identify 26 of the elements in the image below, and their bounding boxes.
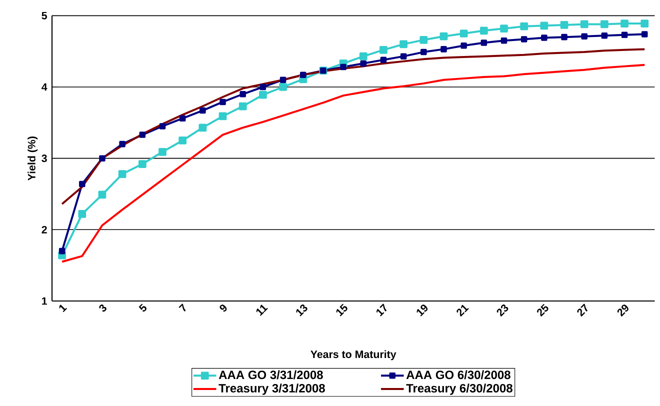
x-tick-label: 27 [577, 304, 588, 317]
legend-label: Treasury 3/31/2008 [218, 384, 325, 395]
y-tick-label: 2 [42, 226, 47, 234]
y-tick-label: 5 [42, 12, 47, 20]
y-tick-label: 3 [42, 154, 47, 162]
y-tick-label: 4 [42, 83, 48, 91]
y-axis-title: Yield (%) [28, 136, 38, 180]
x-tick-label: 15 [336, 304, 348, 316]
legend-label: AAA GO 6/30/2008 [406, 370, 510, 380]
x-tick-label: 5 [138, 304, 146, 312]
legend-label: AAA GO 3/31/2008 [218, 370, 323, 380]
x-tick-label: 3 [99, 304, 106, 312]
x-tick-label: 23 [496, 304, 508, 317]
x-tick-label: 7 [178, 304, 186, 312]
x-axis-title: Years to Maturity [310, 350, 396, 360]
x-tick-label: 11 [256, 304, 268, 316]
x-tick-label: 25 [537, 304, 548, 317]
x-tick-label: 17 [376, 304, 387, 316]
x-tick-label: 29 [617, 304, 628, 317]
x-tick-label: 13 [296, 304, 308, 316]
x-tick-label: 1 [59, 304, 68, 312]
legend-label: Treasury 6/30/2008 [406, 384, 512, 395]
y-tick-label: 1 [42, 297, 47, 305]
x-tick-label: 21 [456, 304, 469, 317]
x-tick-label: 9 [220, 304, 227, 312]
x-tick-label: 19 [416, 304, 428, 316]
